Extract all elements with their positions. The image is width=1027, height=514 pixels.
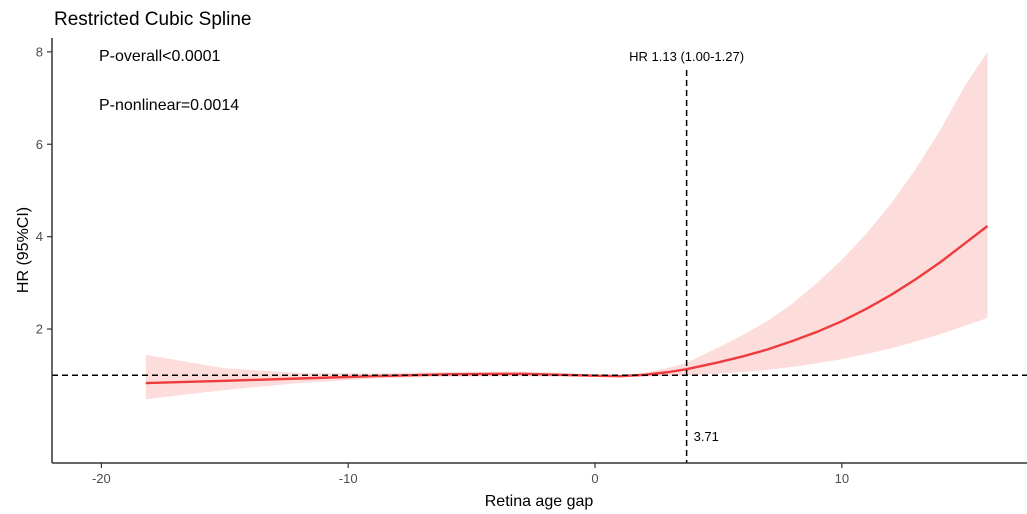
p-overall-label: P-overall<0.0001 xyxy=(99,48,221,65)
p-nonlinear-label: P-nonlinear=0.0014 xyxy=(99,97,239,114)
x-tick-label: 10 xyxy=(835,471,849,486)
y-axis-ticks: 2 4 6 8 xyxy=(36,44,52,337)
vline-value-label: 3.71 xyxy=(694,429,719,444)
y-tick-label: 4 xyxy=(36,229,43,244)
hr-annotation: HR 1.13 (1.00-1.27) xyxy=(629,49,744,64)
y-axis-title: HR (95%CI) xyxy=(15,207,32,293)
confidence-band xyxy=(145,51,988,400)
y-tick-label: 6 xyxy=(36,137,43,152)
x-tick-label: -10 xyxy=(339,471,358,486)
y-tick-label: 2 xyxy=(36,322,43,337)
x-tick-label: -20 xyxy=(92,471,111,486)
plot-area xyxy=(52,51,1027,463)
chart-title: Restricted Cubic Spline xyxy=(54,9,251,30)
x-axis-ticks: -20 -10 0 10 xyxy=(92,463,849,486)
y-tick-label: 8 xyxy=(36,44,43,59)
x-axis-title: Retina age gap xyxy=(485,493,594,510)
x-tick-label: 0 xyxy=(591,471,598,486)
